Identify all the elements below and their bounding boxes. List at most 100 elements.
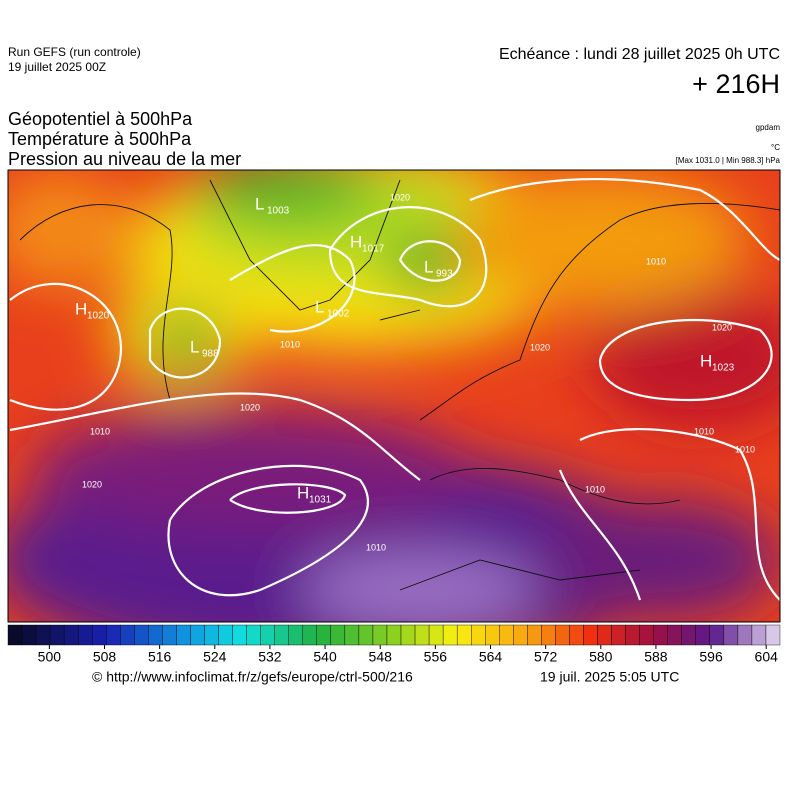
colorbar-swatch <box>274 624 289 646</box>
map-frame <box>7 169 781 623</box>
isobar-label: 1010 <box>735 444 755 454</box>
colorbar-swatch <box>597 624 612 646</box>
colorbar-tick-label: 588 <box>644 649 668 665</box>
center-letter: L <box>315 297 324 316</box>
isobar <box>398 240 462 282</box>
center-letter: L <box>190 337 199 356</box>
colorbar-swatch <box>611 624 626 646</box>
colorbar-swatch <box>625 624 640 646</box>
center-value: 1031 <box>309 495 332 506</box>
title-line: Géopotentiel à 500hPa <box>8 109 193 129</box>
isobar <box>579 428 780 601</box>
colorbar-tick-label: 532 <box>258 649 282 665</box>
isobar-label: 1010 <box>366 542 386 552</box>
colorbar-swatch <box>302 624 318 646</box>
center-letter: H <box>75 299 87 318</box>
colorbar-swatch <box>555 624 570 646</box>
colorbar-swatch <box>232 624 247 646</box>
title-line: Température à 500hPa <box>8 129 192 149</box>
colorbar-tick-label: 516 <box>148 649 172 665</box>
colorbar-swatch <box>162 624 177 646</box>
isobar-label: 1010 <box>585 484 605 494</box>
colorbar-swatch <box>471 624 486 646</box>
colorbar-swatch <box>246 624 261 646</box>
colorbar-swatch <box>681 624 696 646</box>
center-letter: L <box>255 194 264 213</box>
isobar-label: 1020 <box>390 192 410 202</box>
colorbar-swatch <box>569 624 584 646</box>
colorbar-swatch <box>316 624 332 646</box>
colorbar-swatch <box>358 624 374 646</box>
colorbar-swatch <box>639 624 654 646</box>
isobar-label: 1020 <box>240 402 260 412</box>
colorbar-swatch <box>63 624 79 646</box>
colorbar-swatch <box>204 624 219 646</box>
run-label: Run GEFS (run controle) <box>8 45 141 59</box>
center-value: 1003 <box>267 206 290 217</box>
colorbar-swatch <box>499 624 514 646</box>
colorbar-tick-label: 564 <box>479 649 503 665</box>
colorbar-tick-label: 604 <box>755 649 779 665</box>
isobar <box>167 464 369 597</box>
colorbar-swatch <box>428 624 444 646</box>
colorbar-swatch <box>527 624 542 646</box>
colorbar-swatch <box>190 624 205 646</box>
colorbar-swatch <box>709 624 725 646</box>
isobar <box>9 392 421 481</box>
colorbar-tick-label: 572 <box>534 649 558 665</box>
colorbar-swatch <box>414 624 430 646</box>
colorbar-swatch <box>386 624 402 646</box>
colorbar-swatch <box>120 624 135 646</box>
colorbar-swatch <box>372 624 388 646</box>
colorbar-swatch <box>695 624 711 646</box>
isobar-label: 1020 <box>530 342 550 352</box>
isobar-label: 1010 <box>90 426 110 436</box>
colorbar-swatch <box>485 624 500 646</box>
colorbar-swatch <box>765 624 781 646</box>
center-letter: L <box>424 257 433 276</box>
isobar-label: 1010 <box>646 256 666 266</box>
isobar-label: 1010 <box>694 426 714 436</box>
colorbar-swatch <box>49 624 65 646</box>
colorbar-swatch <box>134 624 149 646</box>
center-value: 1002 <box>327 309 350 320</box>
center-value: 988 <box>202 349 219 360</box>
colorbar-swatch <box>106 624 121 646</box>
isobar <box>469 178 780 261</box>
colorbar-swatch <box>653 624 668 646</box>
center-value: 993 <box>436 269 453 280</box>
colorbar-swatch <box>176 624 191 646</box>
colorbar-swatch <box>77 624 93 646</box>
colorbar-swatch <box>148 624 163 646</box>
colorbar-tick-label: 500 <box>38 649 62 665</box>
colorbar-swatch <box>218 624 233 646</box>
unit-label: gpdam <box>756 123 781 132</box>
colorbar-swatch <box>260 624 275 646</box>
colorbar-swatch <box>7 624 23 646</box>
center-letter: H <box>700 351 712 370</box>
colorbar-swatch <box>723 624 739 646</box>
isobar <box>229 483 347 514</box>
colorbar-tick-label: 548 <box>369 649 393 665</box>
colorbar-swatch <box>288 624 303 646</box>
center-value: 1017 <box>362 244 385 255</box>
unit-label: [Max 1031.0 | Min 988.3] hPa <box>676 156 781 165</box>
colorbar-swatch <box>330 624 346 646</box>
colorbar-swatch <box>400 624 416 646</box>
colorbar-swatch <box>541 624 556 646</box>
colorbar: 500 508 516 524 532 540 548 556 564 572 580 588 596 6… <box>7 624 781 665</box>
colorbar-swatch <box>751 624 767 646</box>
isobar <box>229 244 356 333</box>
colorbar-swatch <box>583 624 598 646</box>
colorbar-swatch <box>92 624 107 646</box>
isobar <box>598 318 773 402</box>
colorbar-swatch <box>21 624 37 646</box>
colorbar-swatch <box>456 624 472 646</box>
colorbar-tick-label: 524 <box>203 649 227 665</box>
colorbar-swatch <box>513 624 528 646</box>
center-value: 1020 <box>87 311 110 322</box>
colorbar-swatch <box>344 624 360 646</box>
